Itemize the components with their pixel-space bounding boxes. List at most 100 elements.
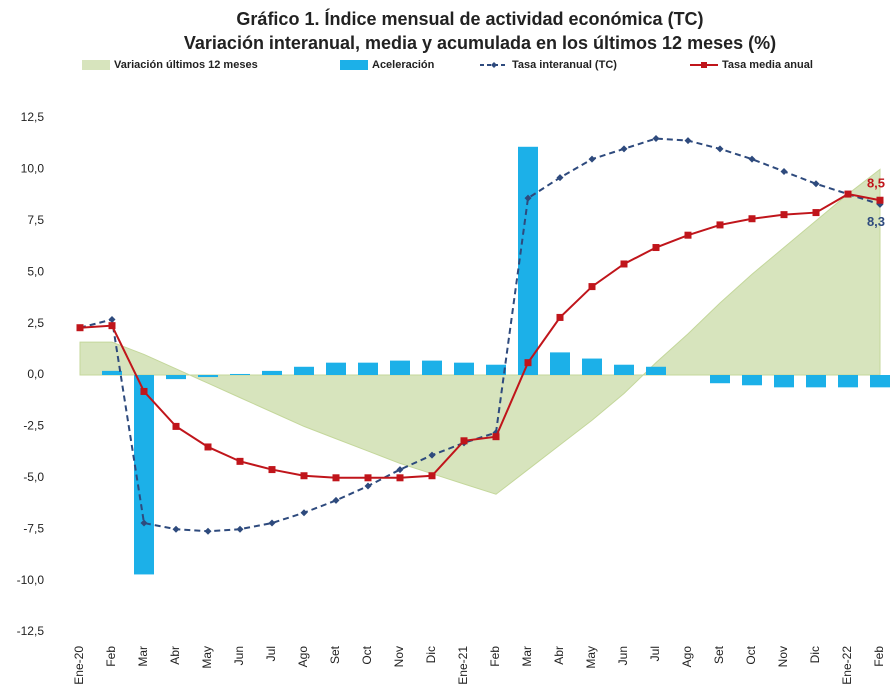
marker: [268, 466, 276, 474]
marker: [300, 509, 308, 517]
bar: [166, 375, 186, 380]
x-tick-label: Feb: [872, 646, 886, 667]
x-tick-label: Ene-21: [456, 646, 470, 685]
line: [79, 193, 881, 479]
legend-label: Variación últimos 12 meses: [114, 59, 258, 71]
marker: [492, 433, 500, 441]
x-tick-label: May: [584, 646, 598, 669]
x-tick-label: Feb: [104, 646, 118, 667]
marker: [332, 496, 340, 504]
marker: [524, 194, 532, 202]
marker: [140, 519, 148, 527]
bar: [358, 362, 378, 375]
bar: [806, 375, 826, 388]
marker: [812, 209, 820, 217]
bar: [390, 360, 410, 375]
x-tick-label: Oct: [360, 645, 374, 664]
marker: [332, 474, 340, 482]
line: [79, 137, 881, 533]
y-tick-label: 2,5: [27, 316, 44, 330]
marker: [556, 313, 564, 321]
marker: [108, 315, 116, 323]
bar: [326, 362, 346, 375]
legend-marker: [701, 62, 707, 68]
x-tick-label: Jun: [232, 646, 246, 665]
marker: [748, 215, 756, 223]
legend-marker: [491, 62, 497, 68]
x-tick-label: Abr: [168, 646, 182, 665]
marker: [588, 155, 596, 163]
marker: [556, 174, 564, 182]
marker: [780, 167, 788, 175]
bar: [582, 358, 602, 375]
bar: [198, 375, 218, 378]
x-tick-label: Nov: [776, 646, 790, 667]
bar: [710, 375, 730, 384]
marker: [236, 457, 244, 465]
bar: [518, 146, 538, 375]
marker: [396, 474, 404, 482]
bar: [102, 370, 122, 375]
x-tick-label: Ago: [296, 646, 310, 668]
x-tick-label: Ago: [680, 646, 694, 668]
y-tick-label: -5,0: [23, 470, 44, 484]
bar: [870, 375, 890, 388]
bar: [230, 373, 250, 375]
marker: [204, 527, 212, 535]
data-label: 8,5: [867, 176, 885, 191]
legend-label: Tasa interanual (TC): [512, 59, 617, 71]
marker: [428, 451, 436, 459]
x-tick-label: Mar: [520, 646, 534, 667]
x-tick-label: Abr: [552, 646, 566, 665]
x-tick-label: Dic: [808, 646, 822, 663]
marker: [876, 196, 884, 204]
bar: [486, 364, 506, 375]
bar: [422, 360, 442, 375]
marker: [524, 359, 532, 367]
x-tick-label: Oct: [744, 645, 758, 664]
bar: [454, 362, 474, 375]
area: [79, 168, 881, 495]
bar: [550, 352, 570, 375]
bar: [294, 366, 314, 375]
y-tick-label: -2,5: [23, 419, 44, 433]
x-tick-label: Set: [712, 645, 726, 664]
marker: [460, 437, 468, 445]
x-tick-label: Feb: [488, 646, 502, 667]
x-tick-label: Mar: [136, 646, 150, 667]
y-tick-label: -12,5: [17, 624, 45, 638]
marker: [620, 260, 628, 268]
x-tick-label: Dic: [424, 646, 438, 663]
marker: [76, 324, 84, 332]
marker: [716, 145, 724, 153]
bar: [742, 375, 762, 386]
y-tick-label: 10,0: [21, 162, 45, 176]
y-tick-label: -10,0: [17, 573, 45, 587]
marker: [652, 135, 660, 143]
marker: [172, 525, 180, 533]
marker: [396, 466, 404, 474]
marker: [236, 525, 244, 533]
bar: [614, 364, 634, 375]
marker: [716, 221, 724, 229]
legend-label: Tasa media anual: [722, 59, 813, 71]
marker: [844, 190, 852, 198]
chart-subtitle: Variación interanual, media y acumulada …: [184, 33, 776, 53]
x-tick-label: Nov: [392, 646, 406, 667]
marker: [172, 422, 180, 430]
legend-swatch: [82, 60, 110, 70]
marker: [684, 137, 692, 145]
marker: [268, 519, 276, 527]
x-tick-label: Jul: [264, 646, 278, 661]
marker: [108, 322, 116, 330]
marker: [428, 472, 436, 480]
marker: [204, 443, 212, 451]
marker: [652, 244, 660, 252]
marker: [684, 231, 692, 239]
marker: [780, 211, 788, 219]
bar: [774, 375, 794, 388]
bar: [646, 366, 666, 375]
marker: [588, 283, 596, 291]
bar: [838, 375, 858, 388]
